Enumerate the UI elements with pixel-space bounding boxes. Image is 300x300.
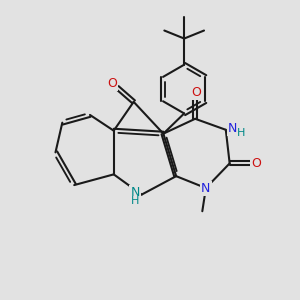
- Text: O: O: [107, 76, 117, 90]
- Text: O: O: [191, 85, 201, 98]
- Text: N: N: [201, 182, 211, 194]
- Text: H: H: [236, 128, 245, 138]
- Text: N: N: [130, 186, 140, 199]
- Text: N: N: [228, 122, 237, 135]
- Text: O: O: [251, 157, 261, 170]
- Text: H: H: [131, 196, 139, 206]
